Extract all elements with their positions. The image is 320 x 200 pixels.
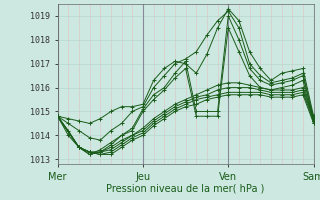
X-axis label: Pression niveau de la mer( hPa ): Pression niveau de la mer( hPa ): [107, 183, 265, 193]
